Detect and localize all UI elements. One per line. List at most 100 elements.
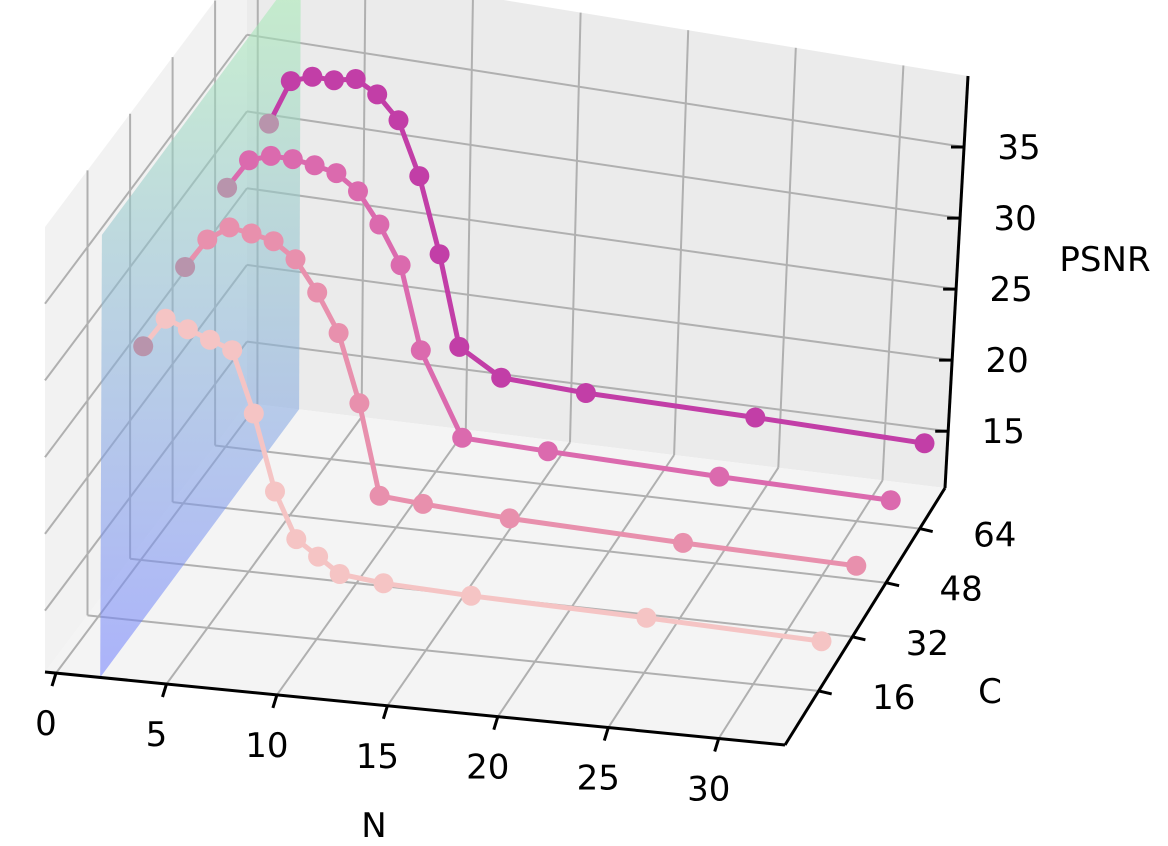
grid-z-back [246,33,965,148]
data-point-c48 [709,466,730,487]
x-tick-label: 15 [356,737,399,777]
data-point-c16 [200,329,220,350]
data-point-c64 [280,71,301,92]
data-point-c16 [265,481,285,502]
data-point-c64 [388,110,409,131]
data-point-c32 [307,282,328,303]
data-point-c64 [409,166,430,187]
data-point-c32 [328,323,349,343]
x-axis-label: N [361,806,386,846]
data-point-c48 [348,181,368,202]
y-tick-label: 64 [973,516,1016,556]
data-point-c32 [413,493,433,514]
data-point-c64 [324,70,344,91]
grid-x-floor [717,479,884,740]
data-point-c64 [345,69,366,89]
grid-z-back [246,263,953,362]
z-tick-label: 20 [985,341,1028,381]
grid-z-back [246,110,961,220]
data-point-c32 [846,555,867,576]
y-tick-mark [919,527,934,534]
x-tick-label: 20 [466,748,509,788]
data-point-c16 [811,631,832,652]
grid-z-left [44,34,248,305]
x-tick-mark [50,672,58,687]
x-tick-mark [713,738,721,752]
tick-labels: 0 5 10 15 20 25 30 16 32 48 64 15 20 25 30 35 [35,128,1040,810]
data-point-c16 [222,340,243,361]
data-point-c64 [914,433,935,454]
x-axis-line [44,670,786,747]
x-tick-mark [381,705,389,720]
data-point-c16 [636,607,657,628]
data-point-c16 [373,573,394,594]
x-tick-mark [492,716,500,731]
data-point-c48 [452,427,473,448]
data-point-c32 [285,249,306,270]
data-point-c16 [461,585,482,606]
grid-z-back [246,340,949,433]
grid-x-floor [607,467,780,729]
data-point-c16 [155,308,176,329]
data-point-c32 [263,231,284,252]
axis-lines [44,75,970,752]
z-tick-label: 35 [997,128,1040,168]
y-tick-mark [885,581,900,588]
y-tick-label: 32 [906,624,949,664]
data-point-c32 [219,217,240,238]
data-point-c32 [241,223,262,244]
data-point-c16 [286,529,307,550]
grid-y-floor [87,614,819,692]
grid-x-floor [496,454,675,718]
grid-x-back [777,47,797,468]
z-tick-label: 15 [982,412,1025,452]
data-series [133,66,935,652]
y-axis-label: C [978,672,1002,712]
data-point-c32 [175,257,196,277]
data-point-c16 [243,403,264,424]
grid-x-floor [276,429,467,696]
data-point-c32 [369,485,390,506]
data-point-c48 [390,255,411,276]
y-tick-label: 16 [872,678,915,718]
grid-y-floor [214,444,920,530]
data-point-c64 [491,367,512,388]
x-tick-mark [161,683,168,698]
data-point-c48 [260,145,281,166]
data-point-c48 [880,490,901,511]
data-point-c16 [177,319,198,340]
y-tick-mark [852,635,866,642]
data-point-c64 [745,407,766,428]
x-tick-mark [271,694,279,709]
data-point-c48 [239,150,259,171]
data-point-c48 [410,340,431,361]
x-tick-label: 10 [245,726,288,766]
data-point-c48 [369,214,390,235]
data-point-c48 [326,163,347,184]
z-tick-label: 30 [993,199,1036,239]
data-point-c64 [259,113,279,134]
grid-x-floor [165,416,363,685]
data-point-c32 [499,508,520,529]
grid-y-floor [172,501,887,584]
data-point-c32 [197,229,218,250]
data-point-c32 [673,532,693,553]
z-tick-label: 25 [989,270,1032,310]
data-point-c64 [429,244,450,265]
x-tick-label: 5 [146,715,168,755]
x-tick-label: 25 [577,759,620,799]
data-point-c64 [367,84,388,105]
x-tick-mark [602,727,610,742]
grid-x-back [464,0,474,430]
data-point-c64 [449,336,470,357]
data-point-c16 [329,564,350,584]
grid-x-floor [386,441,571,707]
grid-x-back [881,65,905,481]
grid-x-back [673,30,690,456]
data-point-c48 [217,177,238,198]
data-point-c16 [308,546,329,567]
data-point-c48 [304,155,325,176]
y-axis-line [783,487,947,746]
data-point-c48 [282,149,303,170]
